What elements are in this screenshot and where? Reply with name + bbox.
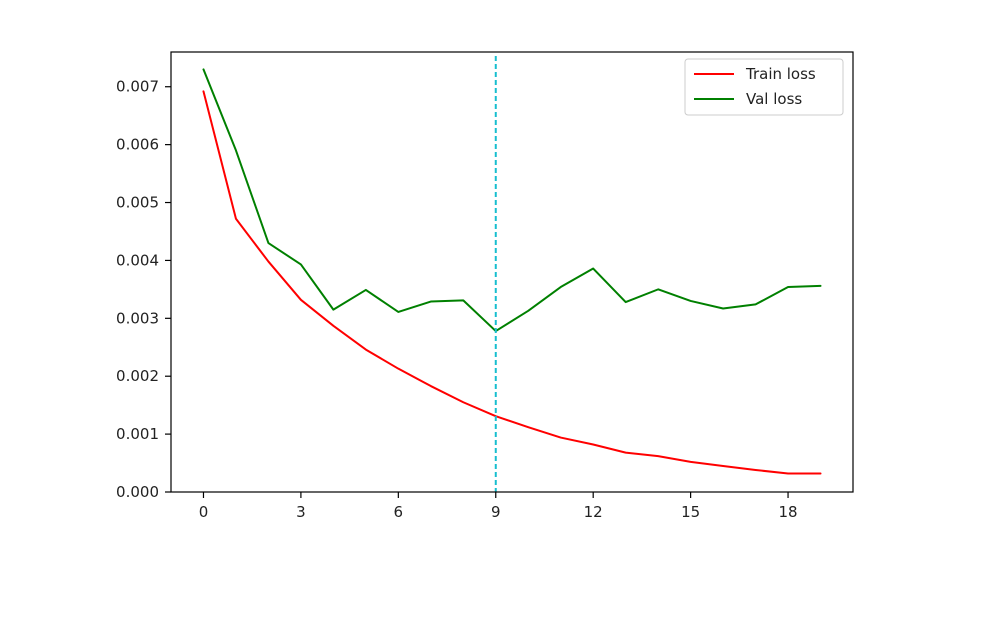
x-tick-label: 15 (681, 503, 700, 521)
legend-label-train-loss: Train loss (745, 65, 816, 83)
y-tick-label: 0.004 (116, 251, 159, 269)
x-tick-label: 6 (394, 503, 404, 521)
y-tick-label: 0.005 (116, 194, 159, 212)
y-tick-label: 0.002 (116, 367, 159, 385)
y-tick-label: 0.000 (116, 483, 159, 501)
x-tick-label: 3 (296, 503, 306, 521)
x-tick-label: 0 (199, 503, 209, 521)
series-line-train-loss (202, 90, 822, 475)
y-tick-label: 0.006 (116, 136, 159, 154)
series-line-val-loss (202, 68, 822, 333)
y-tick-label: 0.001 (116, 425, 159, 443)
axes: 0 3 6 9 12 15 18 0.000 0.001 0.002 0.003 0.004 0.005… (116, 51, 854, 521)
plot-area (202, 56, 822, 492)
y-tick-label: 0.007 (116, 78, 159, 96)
legend: Train loss Val loss (684, 58, 844, 116)
axes-frame (170, 51, 854, 493)
legend-label-val-loss: Val loss (746, 90, 802, 108)
x-tick-label: 18 (779, 503, 798, 521)
x-tick-label: 9 (491, 503, 501, 521)
x-tick-label: 12 (584, 503, 603, 521)
y-tick-label: 0.003 (116, 309, 159, 327)
